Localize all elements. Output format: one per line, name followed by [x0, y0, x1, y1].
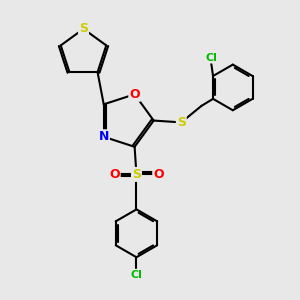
Text: N: N	[99, 130, 109, 143]
Text: S: S	[79, 22, 88, 35]
Text: S: S	[132, 168, 141, 181]
Text: Cl: Cl	[130, 270, 142, 280]
Text: O: O	[153, 168, 164, 181]
Text: Cl: Cl	[205, 52, 217, 63]
Text: S: S	[177, 116, 186, 129]
Text: O: O	[129, 88, 140, 101]
Text: O: O	[109, 168, 120, 181]
